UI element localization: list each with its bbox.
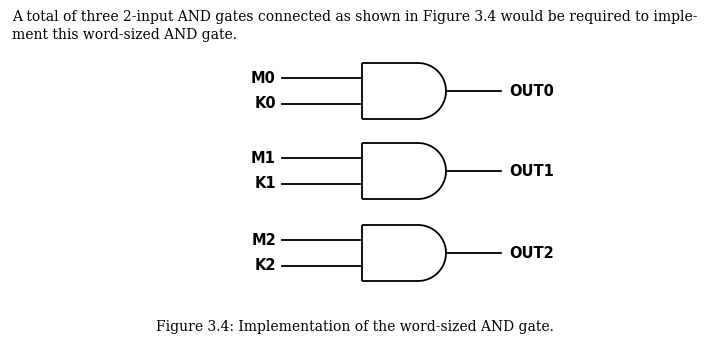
Text: OUT2: OUT2 <box>509 246 554 261</box>
Text: OUT0: OUT0 <box>509 83 554 99</box>
Text: M0: M0 <box>251 71 276 86</box>
Text: K0: K0 <box>255 96 276 111</box>
Text: M2: M2 <box>251 233 276 248</box>
Text: K1: K1 <box>255 176 276 191</box>
Text: Figure 3.4: Implementation of the word-sized AND gate.: Figure 3.4: Implementation of the word-s… <box>155 320 554 334</box>
Text: OUT1: OUT1 <box>509 164 554 179</box>
Text: A total of three 2-input AND gates connected as shown in Figure 3.4 would be req: A total of three 2-input AND gates conne… <box>12 10 698 43</box>
Text: K2: K2 <box>255 258 276 273</box>
Text: M1: M1 <box>251 151 276 166</box>
